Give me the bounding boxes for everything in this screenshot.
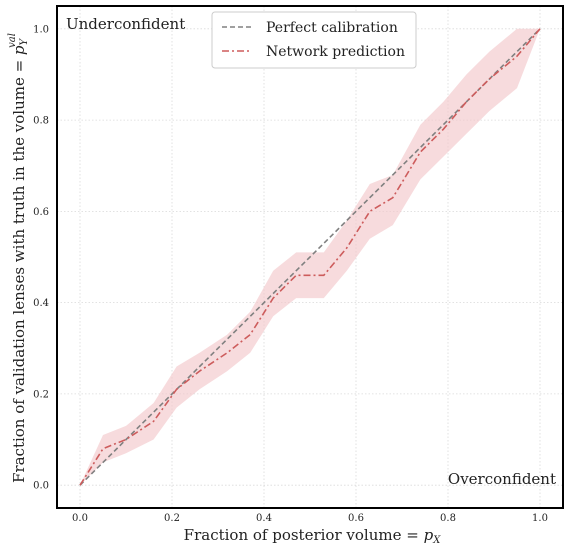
legend-perfect-label: Perfect calibration bbox=[266, 20, 398, 36]
y-tick-label: 0.4 bbox=[33, 298, 49, 309]
x-axis-label: Fraction of posterior volume = pX bbox=[184, 526, 442, 545]
network-prediction-line bbox=[79, 28, 541, 486]
y-tick-label: 0.6 bbox=[33, 207, 49, 218]
x-ticks: 0.0 0.2 0.4 0.6 0.8 1.0 bbox=[72, 513, 548, 524]
y-axis-label: Fraction of validation lenses with truth… bbox=[7, 33, 30, 483]
x-tick-label: 0.4 bbox=[256, 513, 272, 524]
legend-network-label: Network prediction bbox=[266, 44, 405, 60]
x-tick-label: 1.0 bbox=[532, 513, 548, 524]
x-tick-label: 0.2 bbox=[164, 513, 180, 524]
y-ticks: 0.0 0.2 0.4 0.6 0.8 1.0 bbox=[33, 24, 49, 491]
plot-frame bbox=[56, 5, 564, 509]
overconfident-label: Overconfident bbox=[448, 470, 556, 488]
legend-box bbox=[211, 11, 417, 69]
x-tick-label: 0.8 bbox=[440, 513, 456, 524]
y-tick-label: 0.2 bbox=[33, 389, 49, 400]
y-tick-label: 1.0 bbox=[33, 24, 49, 35]
underconfident-label: Underconfident bbox=[66, 15, 185, 33]
x-tick-label: 0.0 bbox=[72, 513, 88, 524]
y-tick-label: 0.8 bbox=[33, 116, 49, 127]
legend: Perfect calibration Network prediction bbox=[211, 11, 417, 69]
x-tick-label: 0.6 bbox=[348, 513, 364, 524]
y-tick-label: 0.0 bbox=[33, 481, 49, 492]
